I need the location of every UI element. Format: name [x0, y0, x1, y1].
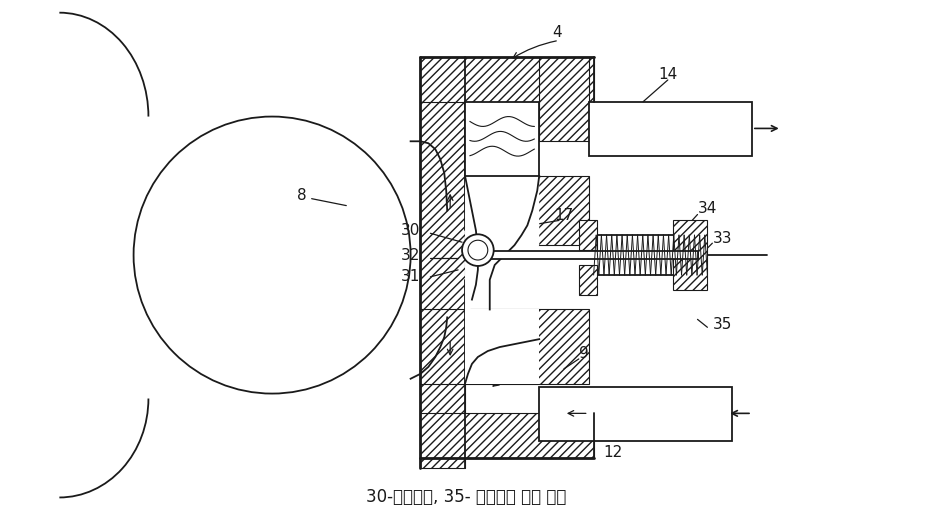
Text: 33: 33: [713, 231, 731, 246]
Text: 31: 31: [400, 269, 420, 284]
Bar: [465, 102, 539, 176]
Bar: [589, 102, 752, 156]
Text: 8: 8: [297, 188, 306, 203]
Bar: [421, 57, 593, 102]
Bar: [539, 57, 589, 141]
Bar: [539, 387, 732, 441]
Text: 30-규제부재, 35- 슬라이드 변위 수단: 30-규제부재, 35- 슬라이드 변위 수단: [366, 489, 566, 506]
Bar: [480, 251, 698, 259]
Bar: [465, 102, 539, 176]
Text: 17: 17: [554, 208, 573, 223]
Bar: [578, 220, 596, 250]
Bar: [465, 310, 539, 384]
Bar: [465, 146, 539, 176]
Text: 35: 35: [713, 317, 731, 332]
Text: 32: 32: [400, 247, 420, 263]
Text: 34: 34: [698, 201, 717, 216]
Bar: [465, 176, 589, 245]
Circle shape: [462, 234, 494, 266]
Bar: [673, 220, 707, 290]
Bar: [421, 310, 589, 384]
Text: 4: 4: [552, 25, 562, 40]
Polygon shape: [465, 176, 539, 324]
Text: 14: 14: [658, 66, 677, 81]
Bar: [578, 265, 596, 294]
Text: 30: 30: [400, 223, 420, 238]
Text: 12: 12: [604, 445, 622, 460]
Bar: [421, 413, 593, 458]
Text: 9: 9: [578, 347, 589, 362]
Bar: [421, 57, 465, 468]
